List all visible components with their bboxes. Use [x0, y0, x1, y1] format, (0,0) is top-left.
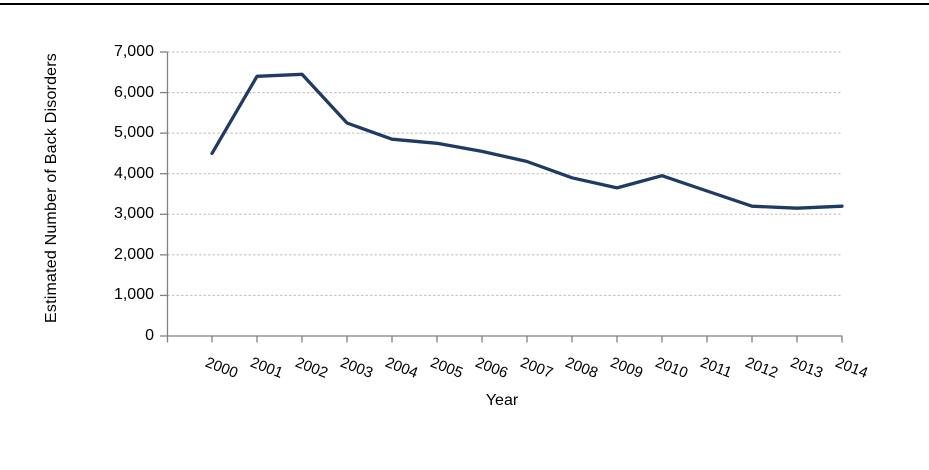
y-tick-label: 2,000 — [113, 245, 154, 263]
data-line-back-disorders — [210, 72, 844, 210]
y-tick-label: 3,000 — [113, 205, 154, 223]
y-tick-label: 6,000 — [113, 83, 154, 101]
y-tick-label: 0 — [145, 327, 154, 344]
y-tick-label: 4,000 — [113, 164, 154, 182]
top-border-line — [0, 3, 929, 5]
x-axis-title: Year — [485, 392, 519, 409]
y-axis-title: Estimated Number of Back Disorders — [43, 52, 60, 324]
y-tick-label: 5,000 — [113, 124, 154, 142]
y-tick-label: 7,000 — [113, 43, 154, 60]
y-tick-label: 1,000 — [113, 286, 154, 304]
